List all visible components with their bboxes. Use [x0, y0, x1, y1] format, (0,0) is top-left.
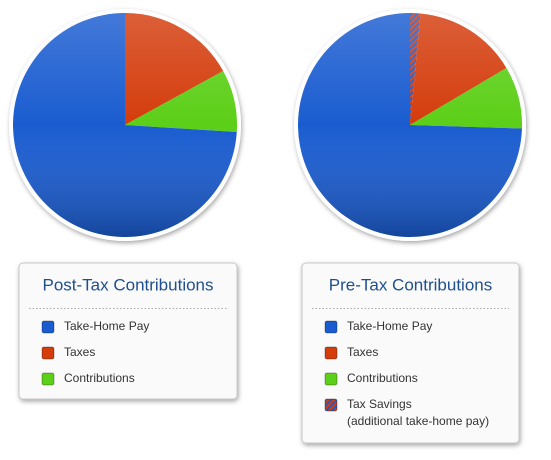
legend-swatch	[41, 346, 55, 360]
legend-label: Contributions	[64, 371, 135, 385]
legend-swatch	[324, 346, 338, 360]
pie	[294, 9, 526, 241]
legend-swatch	[324, 320, 338, 334]
legend-box	[301, 262, 520, 444]
legend-label: Taxes	[347, 345, 378, 359]
legend-label: Take-Home Pay	[64, 319, 149, 333]
legend-swatch	[324, 398, 338, 412]
legend-box	[18, 262, 238, 400]
legend-label: Take-Home Pay	[347, 319, 432, 333]
legend-swatch	[41, 372, 55, 386]
legend-title: Post-Tax Contributions	[42, 275, 213, 294]
pie	[9, 9, 241, 241]
legend-label: Contributions	[347, 371, 418, 385]
legend-annotation: (additional take-home pay)	[347, 414, 489, 428]
legend-swatch	[41, 320, 55, 334]
legend-swatch	[324, 372, 338, 386]
legend-title: Pre-Tax Contributions	[329, 275, 492, 294]
legend-label: Tax Savings	[347, 397, 412, 411]
legend-label: Taxes	[64, 345, 95, 359]
